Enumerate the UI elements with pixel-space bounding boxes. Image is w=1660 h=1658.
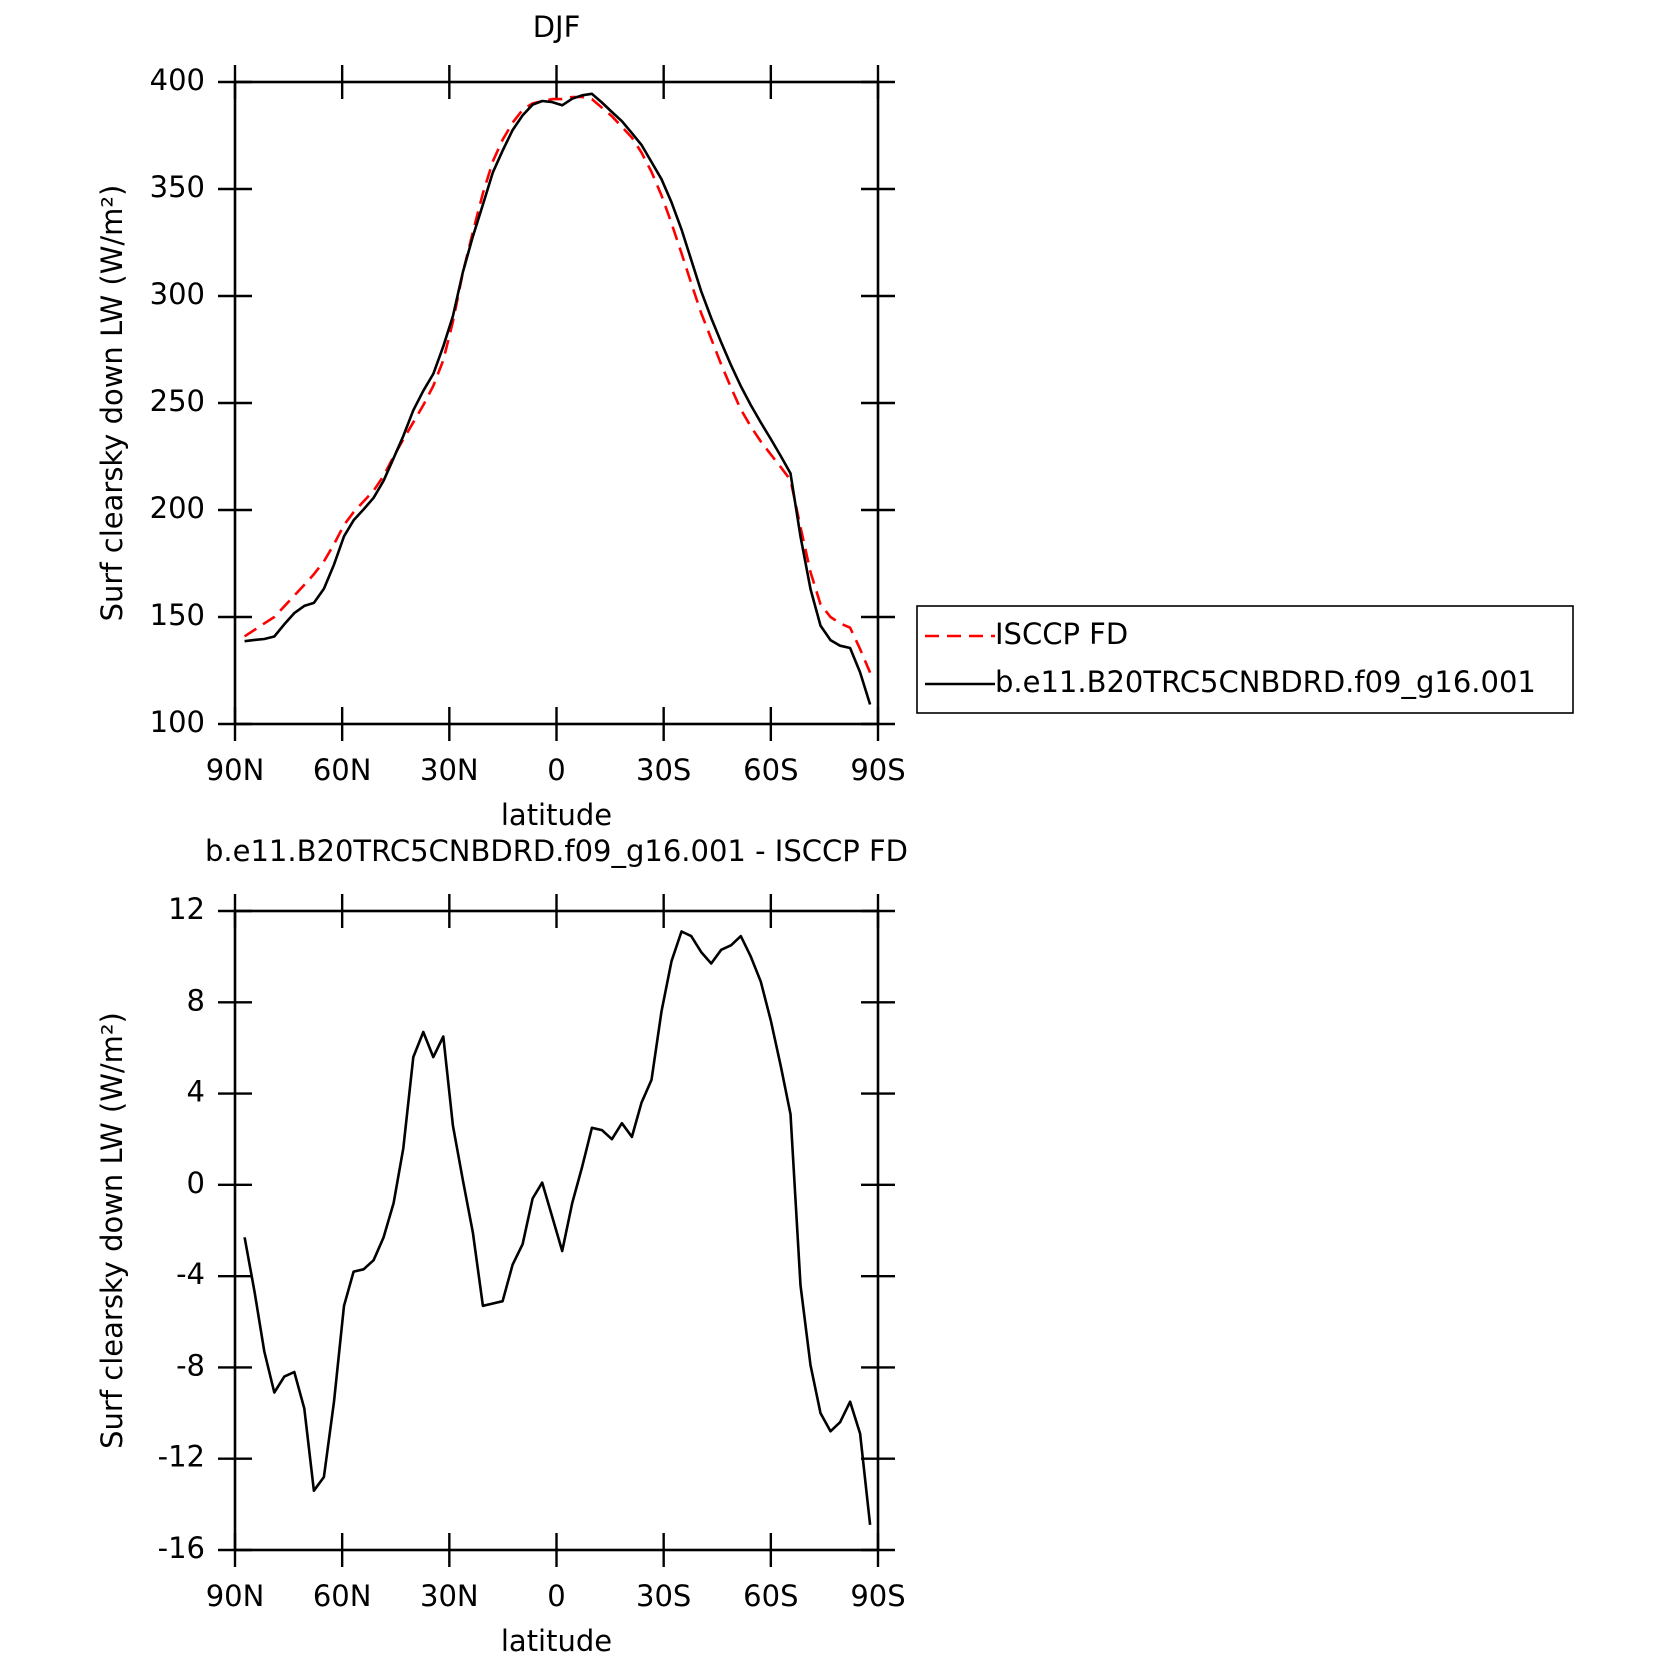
x-tick-label: 60S [743,1579,798,1613]
x-tick-label: 90S [850,753,905,787]
x-tick-label: 0 [547,753,565,787]
y-tick-label: 0 [187,1166,205,1200]
chart-title: b.e11.B20TRC5CNBDRD.f09_g16.001 - ISCCP … [205,834,908,868]
x-tick-label: 90N [206,753,265,787]
y-tick-label: 4 [187,1075,205,1109]
y-tick-label: 350 [150,170,205,204]
y-tick-label: 200 [150,491,205,525]
x-tick-label: 60S [743,753,798,787]
y-tick-label: 100 [150,705,205,739]
y-tick-label: 8 [187,983,205,1017]
x-tick-label: 30N [420,1579,479,1613]
x-tick-label: 90S [850,1579,905,1613]
y-axis-label: Surf clearsky down LW (W/m²) [95,1012,129,1449]
x-axis-label: latitude [501,1624,612,1658]
y-tick-label: 150 [150,598,205,632]
plot-frame [233,80,880,726]
y-tick-label: 12 [168,892,205,926]
x-tick-label: 90N [206,1579,265,1613]
x-tick-label: 60N [313,753,372,787]
y-tick-label: -8 [176,1348,205,1382]
plot-frame [233,909,880,1552]
y-tick-label: -12 [158,1440,205,1474]
legend-label: ISCCP FD [995,617,1128,651]
y-tick-label: 250 [150,384,205,418]
legend-label: b.e11.B20TRC5CNBDRD.f09_g16.001 [995,665,1536,699]
y-tick-label: 300 [150,277,205,311]
data-line [244,92,872,705]
x-tick-label: 30N [420,753,479,787]
y-tick-label: -4 [176,1257,205,1291]
x-tick-label: 30S [636,1579,691,1613]
legend-box [916,605,1574,714]
x-tick-label: 60N [313,1579,372,1613]
x-tick-label: 30S [636,753,691,787]
x-tick-label: 0 [547,1579,565,1613]
data-line [243,930,872,1526]
chart-title: DJF [533,10,581,44]
x-axis-label: latitude [501,798,612,832]
y-axis-label: Surf clearsky down LW (W/m²) [95,185,129,622]
data-line [243,95,872,674]
y-tick-label: -16 [158,1531,205,1565]
y-tick-label: 400 [150,63,205,97]
